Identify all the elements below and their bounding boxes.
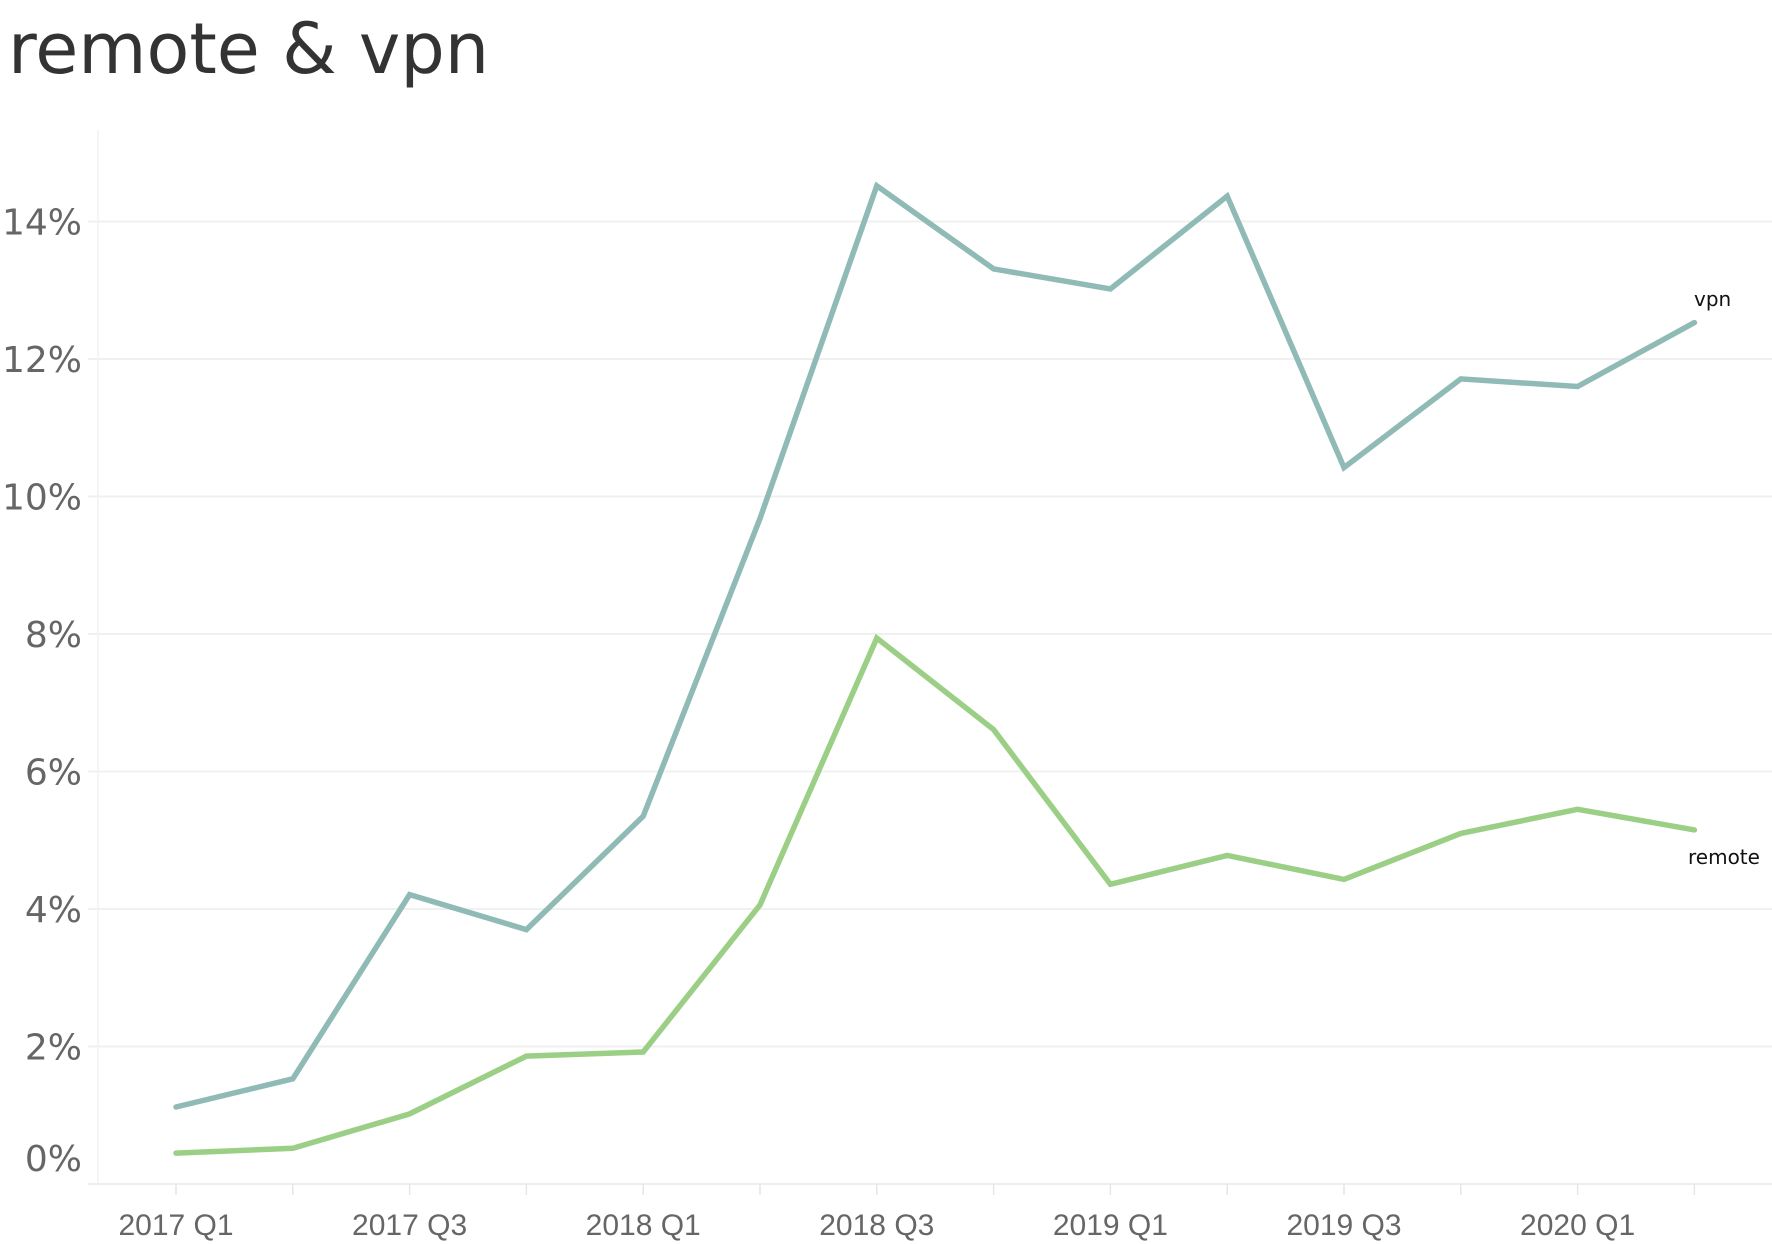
x-tick-label: 2017 Q3 [352, 1209, 467, 1242]
y-tick-label: 2% [25, 1028, 82, 1069]
x-tick-label: 2018 Q1 [586, 1209, 701, 1242]
y-axis-labels: 0% 2% 4% 6% 8% 10% 12% 14% [2, 203, 82, 1181]
series-label-remote: remote [1688, 845, 1760, 869]
x-tick-label: 2017 Q1 [118, 1209, 233, 1242]
gridlines [88, 220, 1772, 1048]
x-tick-label: 2020 Q1 [1520, 1209, 1635, 1242]
y-tick-label: 0% [25, 1139, 82, 1180]
series-line-remote[interactable] [173, 633, 1698, 1156]
series-line-vpn[interactable] [173, 181, 1698, 1110]
y-tick-label: 12% [2, 340, 82, 381]
chart-title: remote & vpn [8, 8, 490, 90]
y-tick-label: 14% [2, 203, 82, 244]
y-tick-label: 4% [25, 890, 82, 931]
x-tick-label: 2019 Q1 [1053, 1209, 1168, 1242]
x-tick-label: 2018 Q3 [819, 1209, 934, 1242]
y-tick-label: 10% [2, 478, 82, 519]
x-tick-label: 2019 Q3 [1286, 1209, 1401, 1242]
series-label-vpn: vpn [1694, 287, 1731, 311]
x-axis-labels: 2017 Q1 2017 Q3 2018 Q1 2018 Q3 2019 Q1 2019 … [118, 1209, 1635, 1242]
x-axis-ticks [175, 1184, 1696, 1195]
y-tick-label: 6% [25, 753, 82, 794]
y-tick-label: 8% [25, 615, 82, 656]
